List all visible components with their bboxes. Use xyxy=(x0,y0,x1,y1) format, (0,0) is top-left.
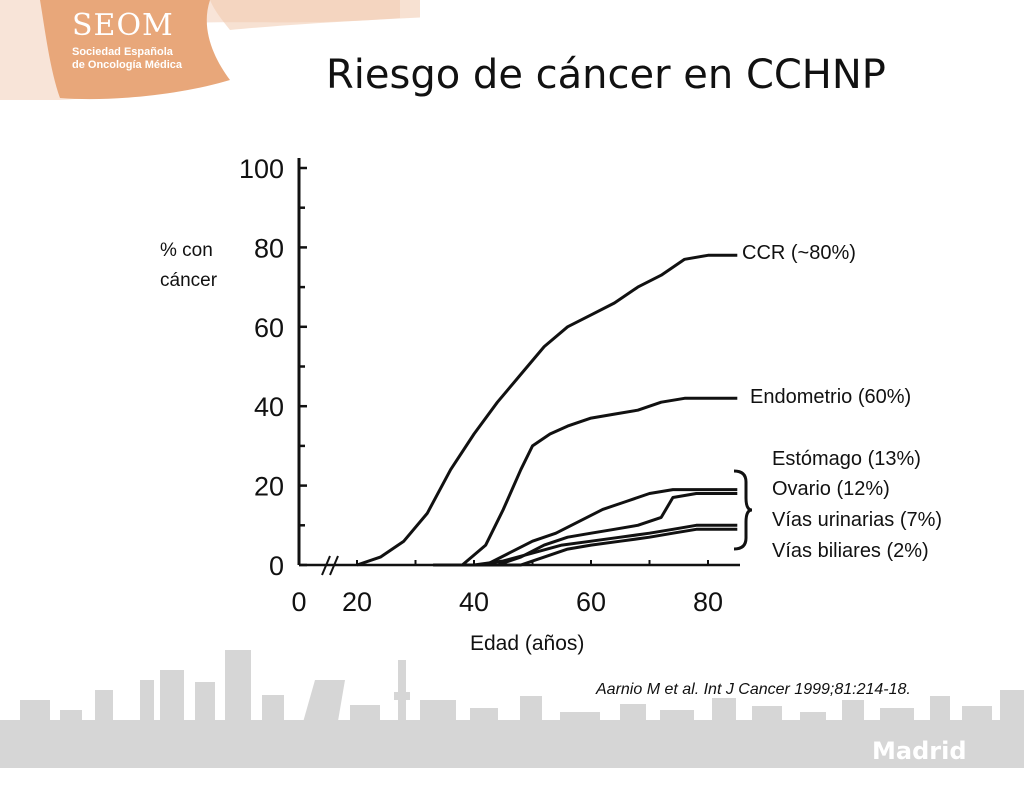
x-tick-label: 80 xyxy=(693,587,723,617)
series-line-6 xyxy=(485,527,738,567)
logo-subtitle-line1: Sociedad Española xyxy=(72,46,173,58)
chart-series xyxy=(356,253,738,567)
series-label-vias-urinarias: Vías urinarias (7%) xyxy=(772,509,943,531)
y-axis-label-line2: cáncer xyxy=(160,270,218,291)
x-tick-label: 0 xyxy=(291,587,306,617)
madrid-skyline xyxy=(0,650,1024,768)
footer-madrid-2010: Madrid 2010 xyxy=(872,737,1024,793)
chart-axes: 0 20 40 60 80 100 0 20 40 60 80 xyxy=(239,154,740,617)
x-axis-label: Edad (años) xyxy=(470,632,585,655)
x-tick-label: 40 xyxy=(459,587,489,617)
series-line-2 xyxy=(433,396,738,567)
y-tick-label: 100 xyxy=(239,154,284,184)
series-label-vias-biliares: Vías biliares (2%) xyxy=(772,540,929,562)
y-tick-label: 80 xyxy=(254,233,284,263)
seom-logo: SEOM Sociedad Española de Oncología Médi… xyxy=(0,0,420,105)
series-line-3 xyxy=(450,488,738,567)
chart: 0 20 40 60 80 100 0 20 40 60 80 xyxy=(239,154,753,617)
bracket-path xyxy=(733,469,753,551)
x-tick-label: 20 xyxy=(342,587,372,617)
y-axis-label-line1: % con xyxy=(160,240,213,261)
footer-year: 2010 xyxy=(872,765,934,793)
axis-break-mark xyxy=(329,555,339,576)
x-tick-label: 60 xyxy=(576,587,606,617)
logo-subtitle-line2: de Oncología Médica xyxy=(72,59,183,71)
logo-title: SEOM xyxy=(72,8,174,43)
series-label-ccr: CCR (~80%) xyxy=(742,242,856,264)
y-tick-label: 60 xyxy=(254,313,284,343)
y-tick-label: 0 xyxy=(269,551,284,581)
series-label-endometrio: Endometrio (60%) xyxy=(750,386,912,408)
axis-break-mark xyxy=(321,555,331,576)
citation: Aarnio M et al. Int J Cancer 1999;81:214… xyxy=(596,681,911,698)
footer-city: Madrid xyxy=(872,737,967,765)
y-tick-label: 40 xyxy=(254,392,284,422)
series-line-1 xyxy=(356,253,738,567)
series-label-ovario: Ovario (12%) xyxy=(772,478,890,500)
logo-background xyxy=(0,0,420,100)
group-bracket xyxy=(733,469,753,551)
slide-title: Riesgo de cáncer en CCHNP xyxy=(326,52,886,98)
series-line-5 xyxy=(473,523,738,567)
y-tick-label: 20 xyxy=(254,472,284,502)
series-label-estomago: Estómago (13%) xyxy=(772,448,921,470)
